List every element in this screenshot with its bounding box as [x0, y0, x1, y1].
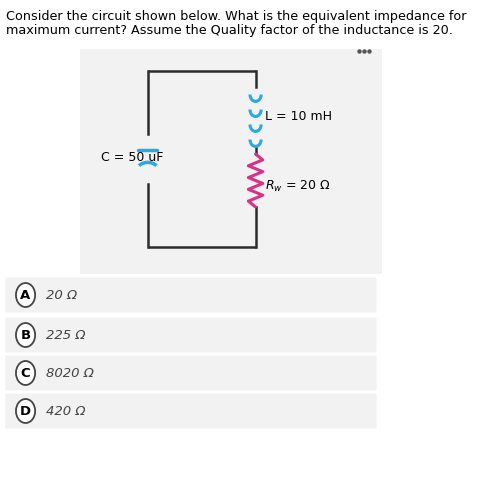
Text: L = 10 mH: L = 10 mH	[265, 109, 332, 122]
Text: 20 Ω: 20 Ω	[46, 289, 77, 302]
Text: C = 50 uF: C = 50 uF	[101, 151, 164, 164]
Circle shape	[16, 361, 35, 385]
Bar	[80, 50, 391, 274]
Text: D: D	[20, 405, 31, 418]
FancyBboxPatch shape	[5, 356, 377, 391]
FancyBboxPatch shape	[5, 318, 377, 353]
Text: B: B	[21, 329, 31, 342]
Text: 225 Ω: 225 Ω	[46, 329, 86, 342]
Text: Consider the circuit shown below. What is the equivalent impedance for: Consider the circuit shown below. What i…	[6, 10, 467, 23]
Circle shape	[16, 399, 35, 423]
Text: A: A	[21, 289, 31, 302]
Circle shape	[16, 284, 35, 307]
FancyBboxPatch shape	[5, 393, 377, 429]
Circle shape	[16, 323, 35, 348]
Text: 420 Ω: 420 Ω	[46, 405, 86, 418]
Text: C: C	[21, 367, 31, 380]
Text: 8020 Ω: 8020 Ω	[46, 367, 94, 380]
FancyBboxPatch shape	[5, 278, 377, 313]
Text: maximum current? Assume the Quality factor of the inductance is 20.: maximum current? Assume the Quality fact…	[6, 24, 453, 37]
Text: $R_w$ = 20 $\Omega$: $R_w$ = 20 $\Omega$	[265, 179, 331, 194]
